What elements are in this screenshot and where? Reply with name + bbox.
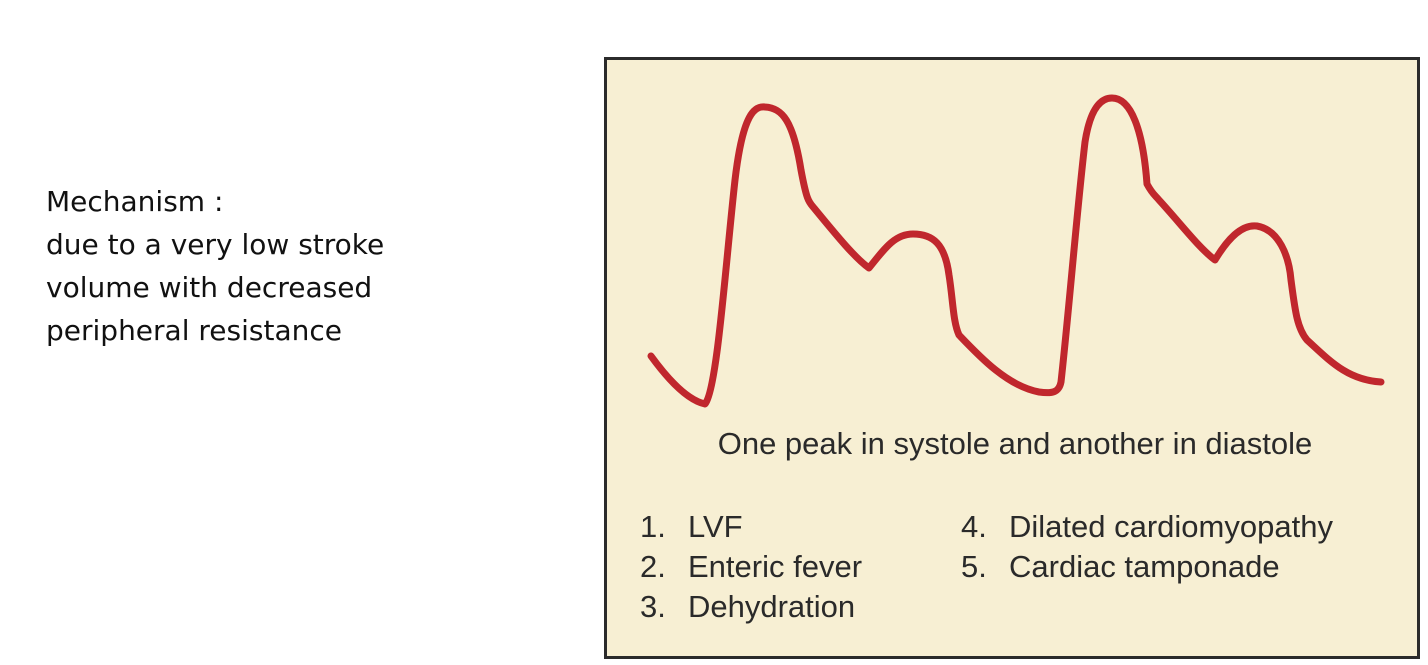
cause-label: Dehydration xyxy=(688,589,856,624)
cause-item: 5. Cardiac tamponade xyxy=(961,547,1333,587)
cause-number: 1. xyxy=(640,509,666,544)
cause-number: 4. xyxy=(961,509,987,544)
cause-item: 2. Enteric fever xyxy=(640,547,862,587)
mechanism-line-2: volume with decreased xyxy=(46,271,373,304)
pulse-waveform xyxy=(647,94,1385,408)
pulse-waveform-line xyxy=(647,94,1385,408)
mechanism-line-1: due to a very low stroke xyxy=(46,228,385,261)
causes-list-left: 1. LVF 2. Enteric fever 3. Dehydration xyxy=(640,507,862,627)
waveform-caption: One peak in systole and another in diast… xyxy=(717,426,1313,461)
causes-list-right: 4. Dilated cardiomyopathy 5. Cardiac tampo… xyxy=(961,507,1333,587)
dicrotic-pulse-panel: One peak in systole and another in diast… xyxy=(604,57,1420,659)
cause-label: Enteric fever xyxy=(688,549,863,584)
cause-label: Dilated cardiomyopathy xyxy=(1009,509,1333,544)
cause-item: 1. LVF xyxy=(640,507,862,547)
cause-label: Cardiac tamponade xyxy=(1009,549,1280,584)
cause-item: 4. Dilated cardiomyopathy xyxy=(961,507,1333,547)
cause-label: LVF xyxy=(688,509,743,544)
cause-number: 5. xyxy=(961,549,987,584)
cause-number: 3. xyxy=(640,589,666,624)
mechanism-heading: Mechanism : xyxy=(46,185,224,218)
cause-number: 2. xyxy=(640,549,666,584)
cause-item: 3. Dehydration xyxy=(640,587,862,627)
mechanism-text: Mechanism : due to a very low stroke vol… xyxy=(46,180,466,352)
mechanism-line-3: peripheral resistance xyxy=(46,314,342,347)
